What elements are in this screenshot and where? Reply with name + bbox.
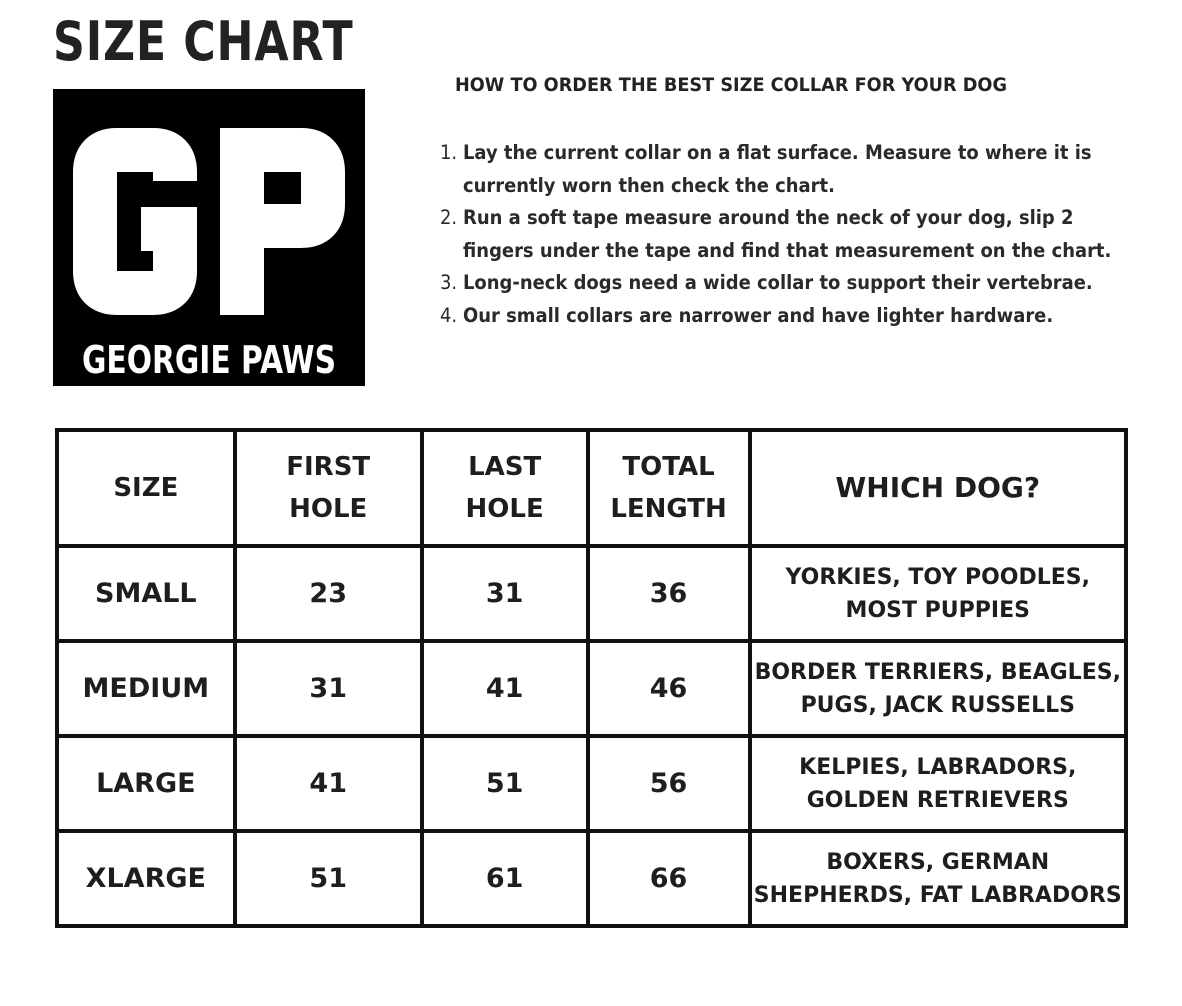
instruction-text: Lay the current collar on a flat surface… [463,141,1092,197]
table-row: MEDIUM 31 41 46 BORDER TERRIERS, BEAGLES, PUG… [55,639,1129,738]
cell-which-dog: YORKIES, TOY POODLES, MOST PUPPIES [747,544,1129,643]
instruction-item: 2. Run a soft tape measure around the nec… [440,202,1139,267]
column-header-line: LENGTH [610,494,727,524]
column-header: SIZE [55,428,237,548]
instruction-text: Long-neck dogs need a wide collar to sup… [463,271,1093,294]
table-row: SMALL 23 31 36 YORKIES, TOY POODLES, MOST PUP… [55,544,1129,643]
cell-total: 66 [585,829,752,928]
column-header-line: HOLE [289,494,368,524]
cell-first: 23 [232,544,424,643]
dog-line: MOST PUPPIES [845,597,1030,623]
logo-brand: GEORGIE PAWS [82,338,336,382]
cell-which-dog: BOXERS, GERMAN SHEPHERDS, FAT LABRADORS [747,829,1129,928]
cell-size: LARGE [55,734,237,833]
column-header-line: TOTAL [622,452,715,482]
cell-total: 36 [585,544,752,643]
cell-last: 31 [419,544,590,643]
column-header-line: LAST [468,452,542,482]
column-header-line: WHICH DOG? [835,471,1041,504]
instruction-text: Our small collars are narrower and have … [463,303,1054,327]
column-header-line: FIRST [286,452,371,482]
instruction-number: 2. [440,206,458,229]
cell-first: 31 [232,639,424,738]
cell-total: 46 [585,639,752,738]
dog-line: SHEPHERDS, FAT LABRADORS [753,882,1122,908]
table-header-row: SIZE FIRST HOLE LAST HOLE TOTAL LENGTH WHICH DO… [55,428,1129,548]
dog-line: KELPIES, LABRADORS, [799,754,1077,780]
table-row: LARGE 41 51 56 KELPIES, LABRADORS, GOLDEN RET… [55,734,1129,833]
cell-first: 41 [232,734,424,833]
logo-letters [73,128,345,315]
cell-which-dog: KELPIES, LABRADORS, GOLDEN RETRIEVERS [747,734,1129,833]
instruction-item: 3. Long-neck dogs need a wide collar to s… [440,267,1139,300]
table-row: XLARGE 51 61 66 BOXERS, GERMAN SHEPHERDS, FAT… [55,829,1129,928]
cell-first: 51 [232,829,424,928]
column-header-line: SIZE [113,473,179,503]
logo-letter-p-bowl [242,128,345,248]
instruction-number: 1. [440,141,458,164]
dog-line: PUGS, JACK RUSSELLS [800,692,1075,718]
column-header: WHICH DOG? [747,428,1129,548]
column-header: TOTAL LENGTH [585,428,752,548]
cell-last: 41 [419,639,590,738]
instruction-item: 4. Our small collars are narrower and hav… [440,300,1139,333]
cell-last: 61 [419,829,590,928]
cell-total: 56 [585,734,752,833]
cell-which-dog: BORDER TERRIERS, BEAGLES, PUGS, JACK RUSS… [747,639,1129,738]
instruction-number: 4. [440,303,458,327]
cell-last: 51 [419,734,590,833]
instruction-number: 3. [440,271,458,294]
dog-line: BOXERS, GERMAN [826,849,1050,875]
dog-line: GOLDEN RETRIEVERS [806,787,1069,813]
column-header: FIRST HOLE [232,428,424,548]
column-header: LAST HOLE [419,428,590,548]
instruction-text: Run a soft tape measure around the neck … [463,206,1112,262]
page-title: SIZE CHART [53,10,354,73]
instruction-item: 1. Lay the current collar on a flat surfa… [440,137,1139,202]
cell-size: MEDIUM [55,639,237,738]
cell-size: SMALL [55,544,237,643]
georgie-paws-logo: GEORGIE PAWS [53,89,365,386]
cell-size: XLARGE [55,829,237,928]
size-table: SIZE FIRST HOLE LAST HOLE TOTAL LENGTH WHICH DO… [55,428,1129,928]
instructions-list: 1. Lay the current collar on a flat surfa… [440,137,1140,332]
column-header-line: HOLE [465,494,544,524]
dog-line: BORDER TERRIERS, BEAGLES, [754,659,1121,685]
dog-line: YORKIES, TOY POODLES, [785,564,1090,590]
logo-letter-g [73,128,197,315]
instructions-heading: HOW TO ORDER THE BEST SIZE COLLAR FOR YO… [455,74,1007,96]
